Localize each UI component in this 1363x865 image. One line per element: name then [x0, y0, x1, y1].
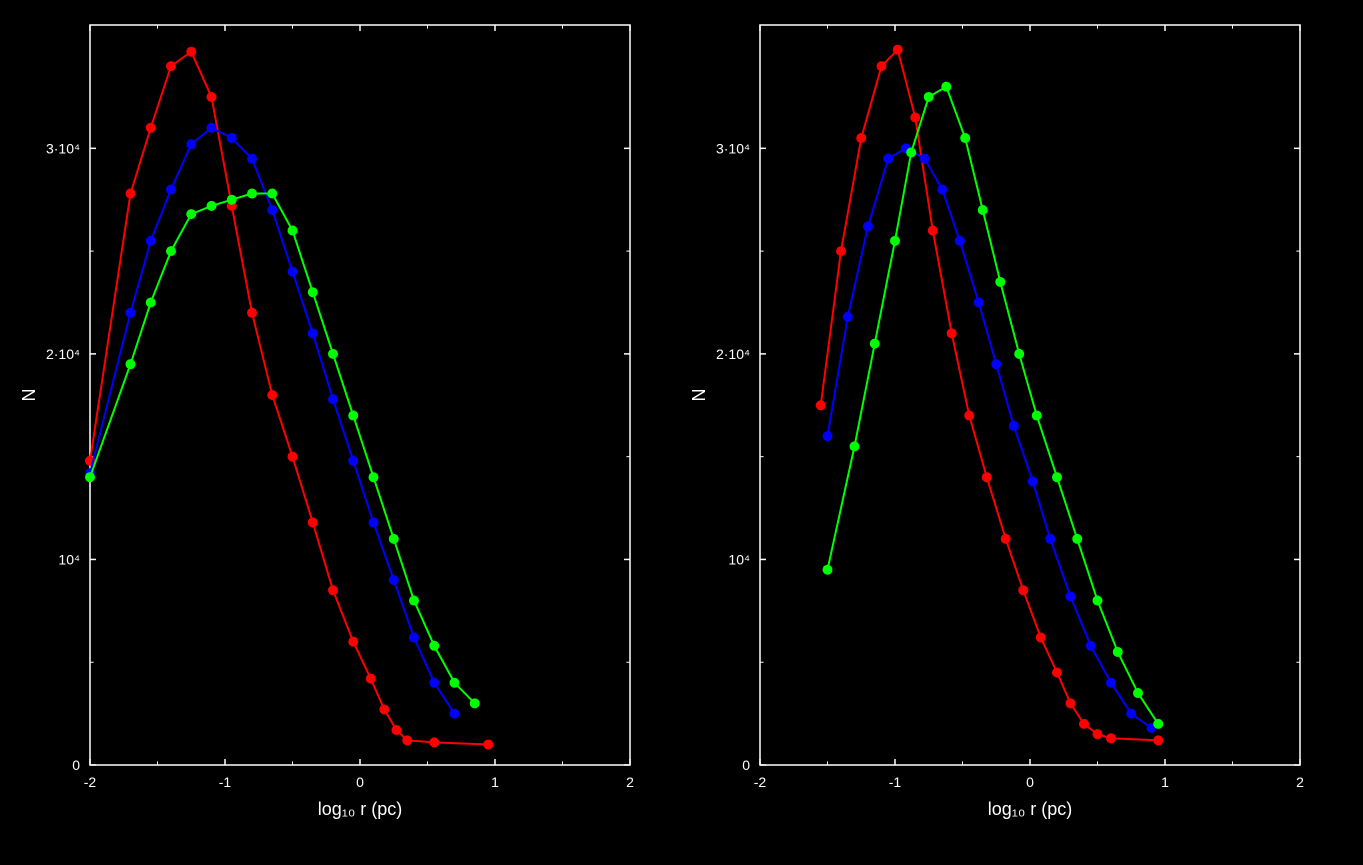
svg-text:N: N: [689, 389, 709, 402]
svg-text:2·10⁴: 2·10⁴: [46, 346, 80, 362]
svg-text:1: 1: [491, 774, 499, 790]
svg-text:N: N: [19, 389, 39, 402]
svg-text:0: 0: [72, 757, 80, 773]
svg-text:-1: -1: [889, 774, 902, 790]
svg-text:2: 2: [1296, 774, 1304, 790]
svg-text:3·10⁴: 3·10⁴: [46, 140, 80, 156]
chart-container: -2 -1 0 1 2 0 10⁴ 2·10⁴ 3·10⁴ log₁₀ r (pc) N -2 -1 0 1…: [0, 0, 1363, 865]
svg-text:log₁₀ r (pc): log₁₀ r (pc): [988, 799, 1073, 819]
svg-text:2·10⁴: 2·10⁴: [716, 346, 750, 362]
svg-text:-1: -1: [219, 774, 232, 790]
svg-text:10⁴: 10⁴: [728, 551, 750, 567]
svg-text:0: 0: [1026, 774, 1034, 790]
svg-text:2: 2: [626, 774, 634, 790]
svg-text:3·10⁴: 3·10⁴: [716, 140, 750, 156]
svg-text:-2: -2: [84, 774, 97, 790]
svg-text:0: 0: [742, 757, 750, 773]
svg-text:10⁴: 10⁴: [58, 551, 80, 567]
svg-text:-2: -2: [754, 774, 767, 790]
svg-text:log₁₀ r (pc): log₁₀ r (pc): [318, 799, 403, 819]
chart-svg: -2 -1 0 1 2 0 10⁴ 2·10⁴ 3·10⁴ log₁₀ r (pc) N -2 -1 0 1…: [0, 0, 1363, 865]
svg-text:1: 1: [1161, 774, 1169, 790]
svg-text:0: 0: [356, 774, 364, 790]
